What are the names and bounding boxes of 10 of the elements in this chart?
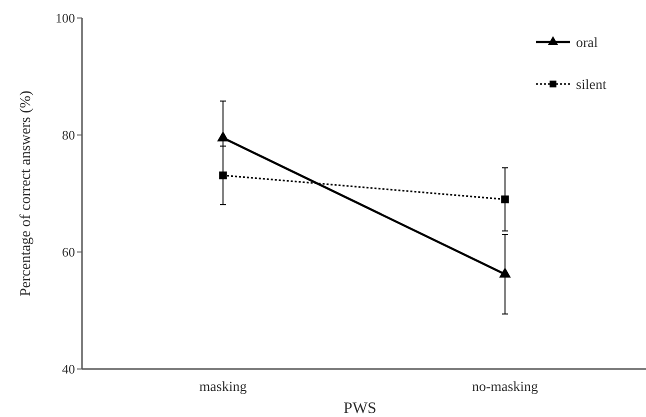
y-axis-title: Percentage of correct answers (%) <box>18 90 34 296</box>
y-tick-label: 100 <box>56 10 75 26</box>
legend-label: oral <box>576 36 598 51</box>
x-tick-label: masking <box>199 380 247 395</box>
legend-label: silent <box>576 78 606 93</box>
y-tick-label: 60 <box>62 244 75 260</box>
x-tick-label: no-masking <box>472 380 538 395</box>
y-tick-label: 80 <box>62 128 75 143</box>
y-tick-label: 40 <box>62 362 75 377</box>
x-axis-title: PWS <box>344 400 376 417</box>
